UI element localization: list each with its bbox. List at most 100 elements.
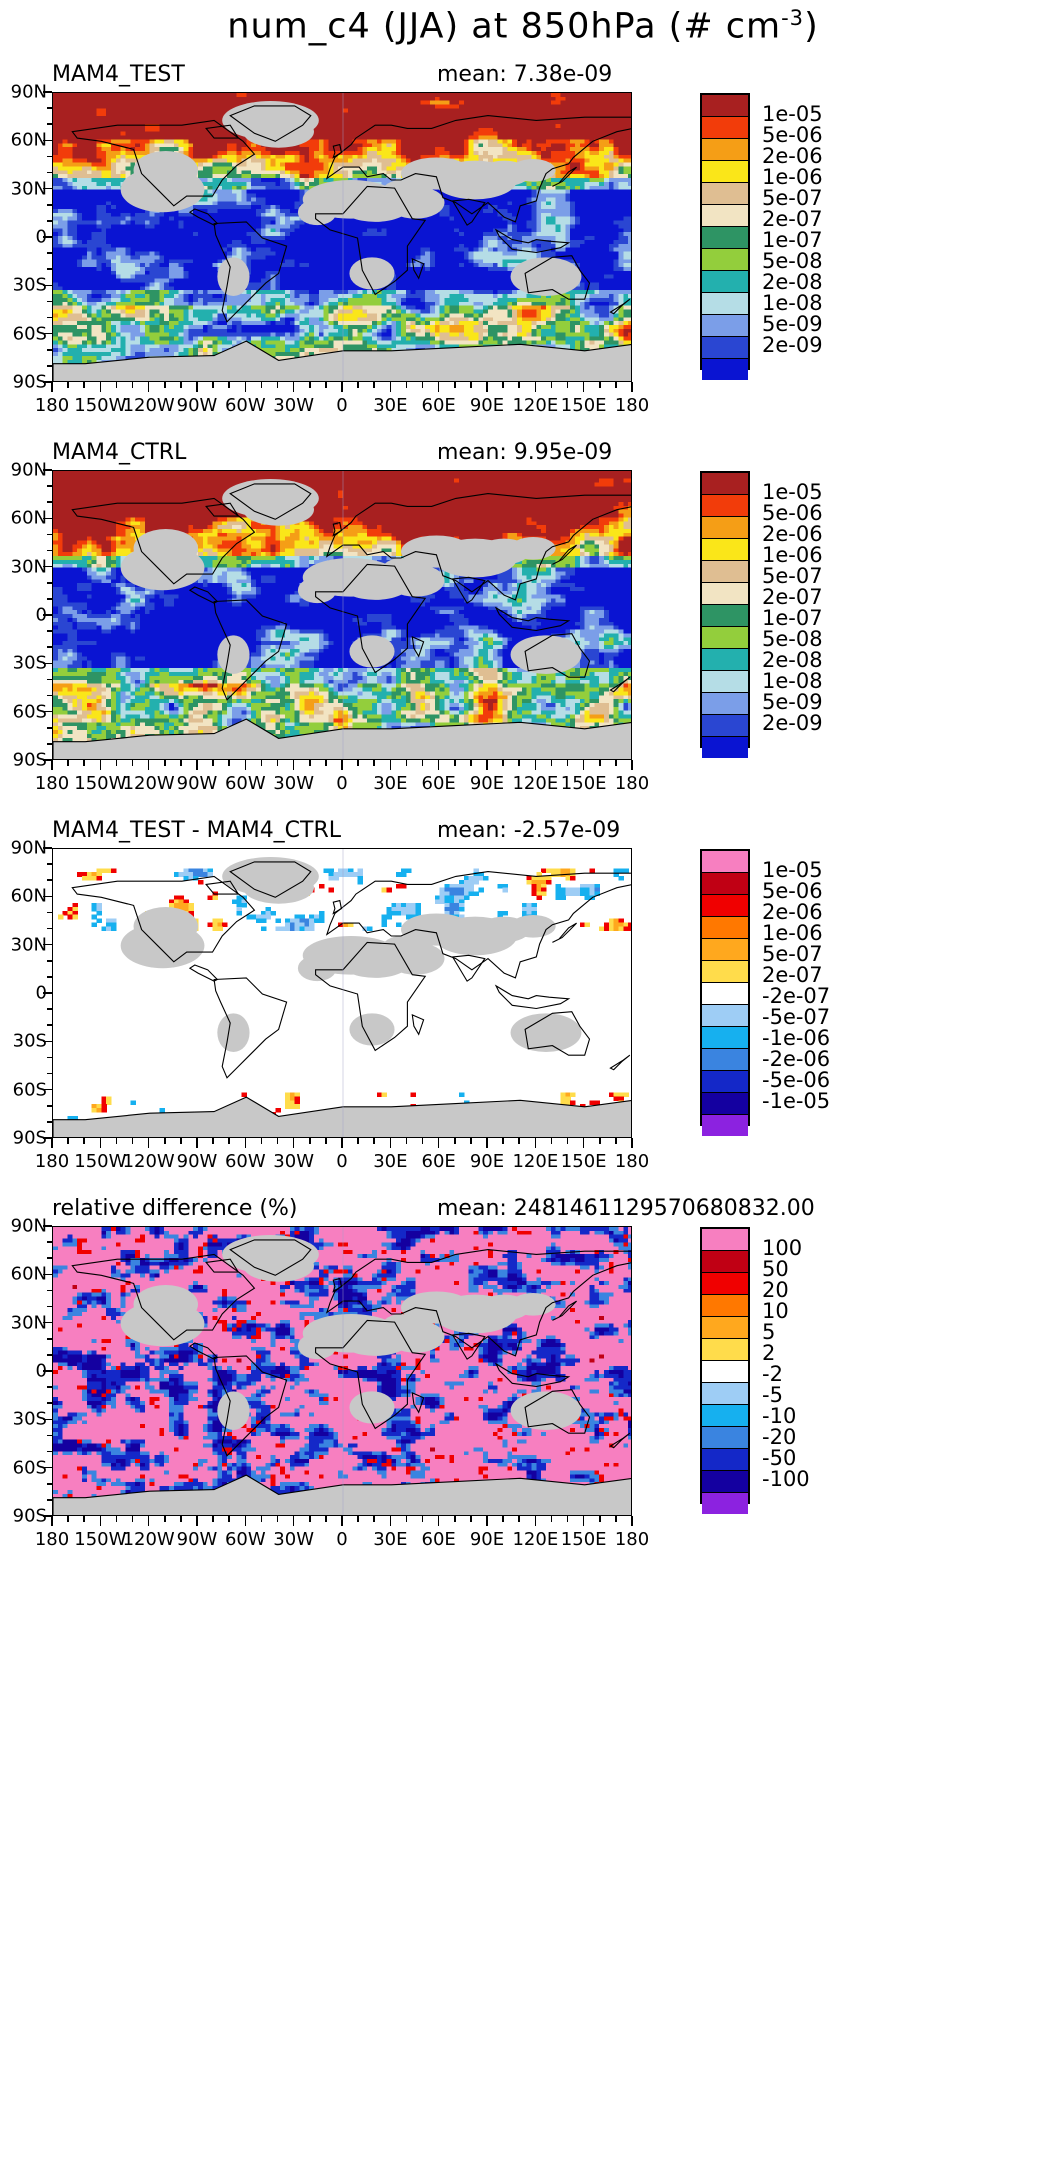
lon-tick: [196, 1516, 198, 1526]
lon-tick-minor: [67, 1516, 69, 1522]
lon-tick-label: 60E: [422, 773, 456, 794]
page-title: num_c4 (JJA) at 850hPa (# cm-3): [0, 6, 1046, 47]
lon-tick-minor: [599, 382, 601, 388]
lon-tick-minor: [276, 1516, 279, 1522]
lat-tick-minor: [47, 1072, 52, 1075]
lat-tick-minor: [47, 879, 52, 881]
colorbar-swatch: [702, 516, 748, 539]
lon-tick-minor: [502, 382, 504, 388]
colorbar-tick-label: 50: [762, 1257, 789, 1281]
lon-tick-label: 180: [35, 395, 69, 416]
map-relative-difference[interactable]: [52, 1226, 632, 1516]
lon-tick-minor: [357, 382, 359, 388]
colorbar[interactable]: [700, 92, 750, 380]
colorbar-swatch: [702, 560, 748, 583]
colorbar-swatch: [702, 1272, 748, 1295]
lon-tick-minor: [228, 760, 230, 766]
coastlines: [53, 861, 631, 1137]
lon-tick-minor: [357, 1516, 359, 1522]
colorbar-tick-label: 5: [762, 1320, 775, 1344]
map-mam4-test[interactable]: [52, 92, 632, 382]
colorbar-swatch: [702, 116, 748, 139]
lat-tick-minor: [47, 727, 52, 729]
lon-tick-minor: [615, 382, 617, 388]
map-frame: [52, 470, 632, 760]
colorbar-swatch: [702, 1026, 748, 1049]
lon-tick: [51, 1138, 53, 1148]
lon-tick: [244, 1516, 247, 1526]
lon-tick-minor: [599, 760, 601, 766]
lat-tick: [43, 662, 52, 665]
lon-tick-minor: [615, 1138, 617, 1144]
lon-tick-label: 120W: [123, 1151, 175, 1172]
lat-tick-minor: [47, 316, 52, 319]
colorbar-tick-label: 2e-08: [762, 270, 823, 294]
lat-tick-label: 60N: [11, 130, 47, 151]
colorbar-tick-label: -100: [762, 1467, 810, 1491]
lon-tick: [389, 382, 392, 392]
colorbar-tick-label: -10: [762, 1404, 796, 1428]
lat-tick-label: 30S: [13, 653, 47, 674]
colorbar-swatch: [702, 626, 748, 649]
lat-tick-minor: [47, 1121, 52, 1123]
panel-header: relative difference (%) mean: 24814611295…: [52, 1196, 1046, 1222]
lon-tick-minor: [131, 1138, 134, 1144]
colorbar-tick-label: 2e-06: [762, 900, 823, 924]
colorbar[interactable]: [700, 470, 750, 758]
colorbar-swatch: [702, 982, 748, 1005]
lat-tick-label: 30S: [13, 275, 47, 296]
lon-tick-minor: [115, 760, 118, 766]
lat-tick: [43, 1370, 52, 1372]
map-canvas: [53, 849, 631, 1137]
lon-tick-label: 30W: [273, 1151, 314, 1172]
map-mam4-ctrl[interactable]: [52, 470, 632, 760]
lon-tick-label: 150E: [561, 1529, 607, 1550]
lat-tick: [43, 187, 52, 190]
lat-tick: [43, 992, 52, 994]
lon-tick-minor: [276, 382, 279, 388]
lon-tick-minor: [131, 382, 134, 388]
lon-tick-minor: [518, 1516, 520, 1522]
colorbar-swatch: [702, 1070, 748, 1093]
colorbar-tick-label: 5e-08: [762, 627, 823, 651]
lon-tick-minor: [309, 1516, 311, 1522]
colorbar-swatch: [702, 358, 748, 380]
lon-tick-label: 90E: [470, 1529, 504, 1550]
lon-tick-minor: [421, 1138, 424, 1144]
lat-tick: [43, 943, 52, 946]
colorbar-tick-label: 1e-05: [762, 480, 823, 504]
lon-tick-label: 0: [336, 1151, 347, 1172]
lon-tick: [147, 1516, 150, 1526]
lon-tick-minor: [566, 760, 569, 766]
colorbar-swatch: [702, 204, 748, 227]
lat-tick-minor: [47, 1402, 52, 1404]
lat-tick-minor: [47, 911, 52, 914]
lat-tick-label: 0: [36, 983, 47, 1004]
lon-tick-label: 90E: [470, 1151, 504, 1172]
panel-header: MAM4_TEST mean: 7.38e-09: [52, 62, 1046, 88]
map-mam4-diff[interactable]: [52, 848, 632, 1138]
lat-tick-minor: [47, 1434, 52, 1437]
lon-tick: [437, 1138, 440, 1148]
colorbar[interactable]: [700, 1226, 750, 1514]
lon-tick-label: 150W: [74, 1151, 126, 1172]
lon-tick-minor: [228, 1516, 230, 1522]
lon-tick-label: 0: [336, 773, 347, 794]
colorbar-swatch: [702, 850, 748, 873]
lon-tick-label: 30W: [273, 395, 314, 416]
lon-tick-minor: [502, 760, 504, 766]
coastlines: [53, 1239, 631, 1515]
colorbar-tick-label: 2e-07: [762, 963, 823, 987]
colorbar[interactable]: [700, 848, 750, 1136]
colorbar-tick-label: 10: [762, 1299, 789, 1323]
lon-tick-label: 180: [615, 773, 649, 794]
lon-tick-minor: [115, 1138, 118, 1144]
lon-tick-minor: [180, 760, 182, 766]
lat-tick-label: 30N: [11, 934, 47, 955]
lat-tick-minor: [47, 501, 52, 503]
colorbar-tick-label: -5: [762, 1383, 783, 1407]
lat-tick-minor: [47, 743, 52, 745]
lat-tick-minor: [47, 1289, 52, 1292]
panel-title: MAM4_TEST: [52, 62, 185, 87]
colorbar-swatch: [702, 226, 748, 249]
